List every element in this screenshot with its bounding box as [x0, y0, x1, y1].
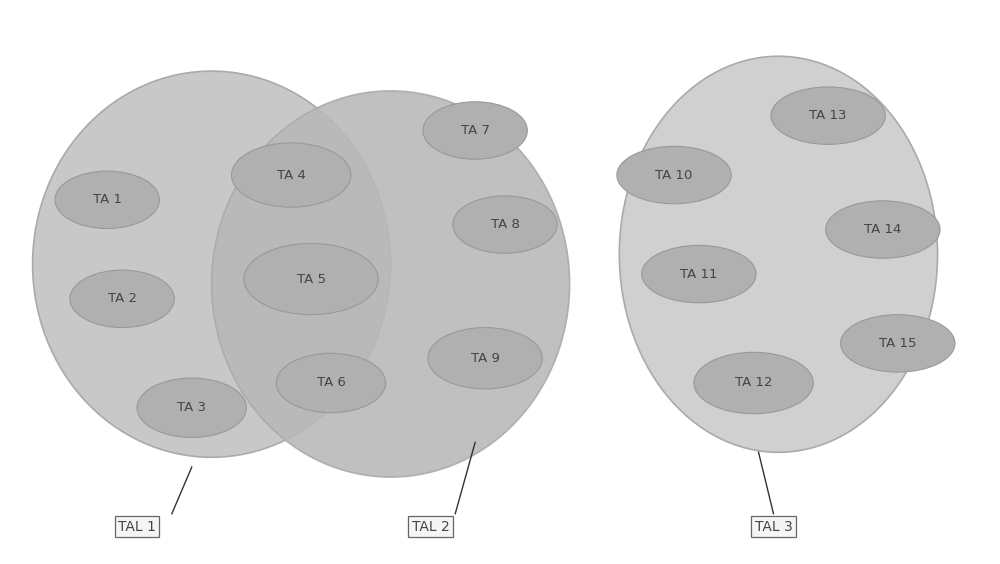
Text: TA 3: TA 3 [177, 401, 206, 414]
Ellipse shape [212, 91, 570, 477]
Ellipse shape [276, 353, 386, 413]
Text: TA 8: TA 8 [491, 218, 519, 231]
Text: TA 4: TA 4 [277, 169, 306, 182]
Text: TA 2: TA 2 [108, 292, 137, 305]
Ellipse shape [232, 143, 351, 207]
Text: TAL 2: TAL 2 [412, 519, 449, 534]
Text: TAL 1: TAL 1 [118, 519, 156, 534]
Ellipse shape [453, 196, 557, 253]
Ellipse shape [771, 87, 885, 144]
Text: TA 9: TA 9 [471, 352, 500, 365]
Ellipse shape [619, 56, 938, 452]
Ellipse shape [33, 71, 391, 457]
Text: TA 13: TA 13 [809, 109, 847, 122]
Text: TAL 3: TAL 3 [755, 519, 792, 534]
Text: TA 14: TA 14 [864, 223, 902, 236]
Ellipse shape [826, 201, 940, 258]
Text: TA 5: TA 5 [297, 272, 326, 285]
Text: TA 7: TA 7 [461, 124, 490, 137]
Text: TA 15: TA 15 [879, 337, 917, 350]
Text: TA 1: TA 1 [93, 193, 122, 206]
Ellipse shape [841, 315, 955, 372]
Ellipse shape [617, 146, 731, 204]
Ellipse shape [244, 244, 378, 315]
Ellipse shape [55, 171, 159, 228]
Text: TA 10: TA 10 [655, 169, 693, 182]
Text: TA 6: TA 6 [317, 377, 345, 390]
Ellipse shape [70, 270, 174, 328]
Ellipse shape [137, 378, 246, 438]
Text: TA 11: TA 11 [680, 267, 718, 280]
Ellipse shape [423, 102, 527, 159]
Ellipse shape [642, 245, 756, 303]
Text: TA 12: TA 12 [735, 377, 772, 390]
Ellipse shape [428, 328, 542, 389]
Ellipse shape [694, 352, 813, 413]
